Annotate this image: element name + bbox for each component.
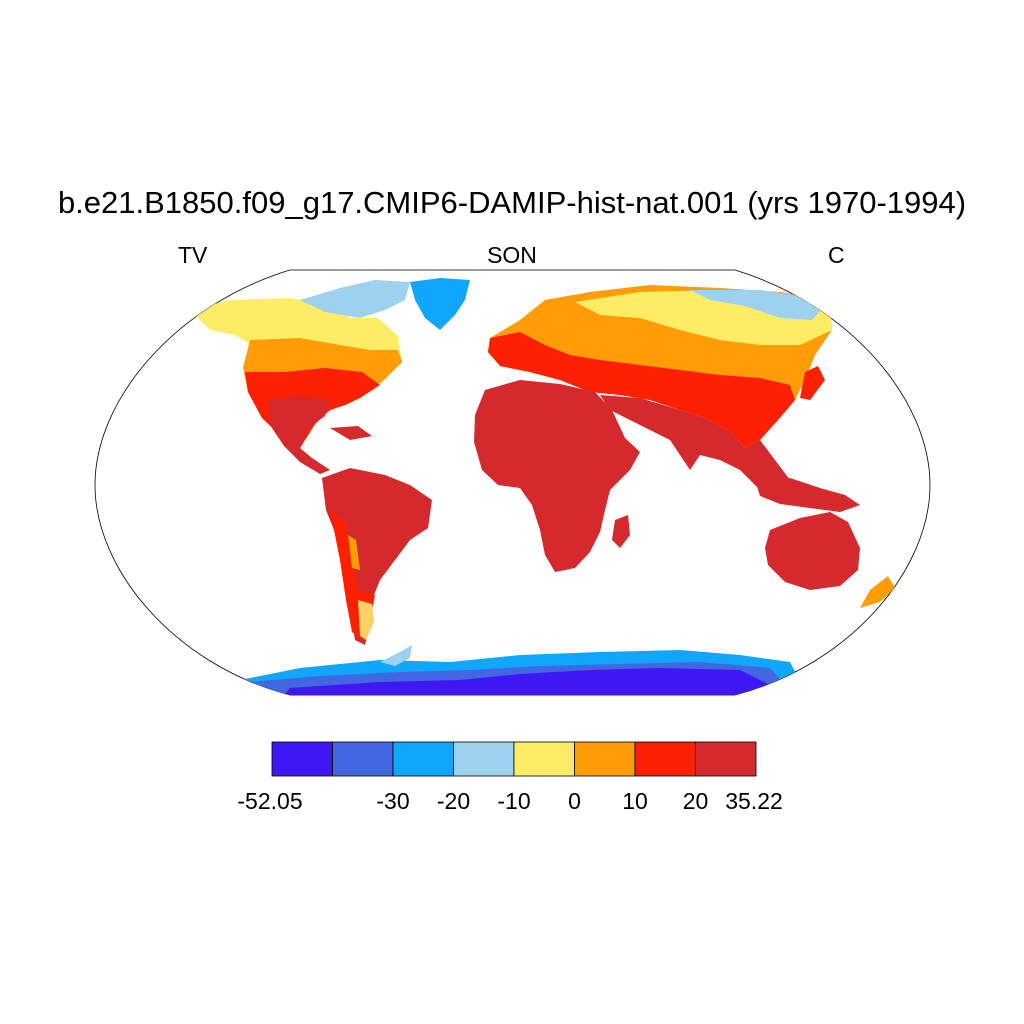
- colorbar-tick-label: -52.05: [237, 788, 303, 814]
- colorbar-tick-label: 35.22: [725, 788, 783, 814]
- arctic-canada: [300, 280, 410, 318]
- patagonia: [358, 600, 374, 640]
- variable-label: TV: [178, 242, 208, 268]
- colorbar-tick-label: -30: [376, 788, 410, 814]
- colorbar-swatch: [513, 741, 575, 777]
- colorbar-swatch: [695, 741, 757, 777]
- colorbar-swatch: [574, 741, 636, 777]
- andes-highlands: [348, 535, 360, 570]
- south-asia: [600, 395, 800, 502]
- colorbar-swatch: [332, 741, 394, 777]
- units-label: C: [828, 242, 845, 268]
- colorbar-tick-label: -10: [497, 788, 531, 814]
- greenland: [410, 278, 470, 330]
- colorbar-tick-label: 0: [568, 788, 581, 814]
- antarctica-interior: [280, 668, 790, 695]
- colorbar-swatch: [392, 741, 454, 777]
- land-layer: [190, 278, 895, 695]
- antarctic-peninsula: [380, 645, 412, 666]
- japan: [800, 366, 825, 400]
- colorbar: [271, 741, 757, 777]
- arctic-coast: [690, 290, 830, 320]
- season-label: SON: [487, 242, 537, 268]
- maritime-asia: [755, 478, 860, 512]
- colorbar-swatch: [634, 741, 696, 777]
- colorbar-tick-label: 10: [622, 788, 648, 814]
- madagascar: [612, 515, 630, 548]
- new-zealand: [860, 576, 895, 608]
- colorbar-swatch: [271, 741, 333, 777]
- colorbar-tick-label: -20: [436, 788, 471, 814]
- colorbar-tick-label: 20: [682, 788, 709, 814]
- caribbean: [330, 426, 372, 440]
- central-america: [268, 396, 330, 474]
- colorbar-swatch: [453, 741, 515, 777]
- africa: [474, 380, 640, 572]
- australia: [765, 512, 860, 590]
- europe-warm: [488, 332, 795, 448]
- map-title: b.e21.B1850.f09_g17.CMIP6-DAMIP-hist-nat…: [57, 185, 967, 220]
